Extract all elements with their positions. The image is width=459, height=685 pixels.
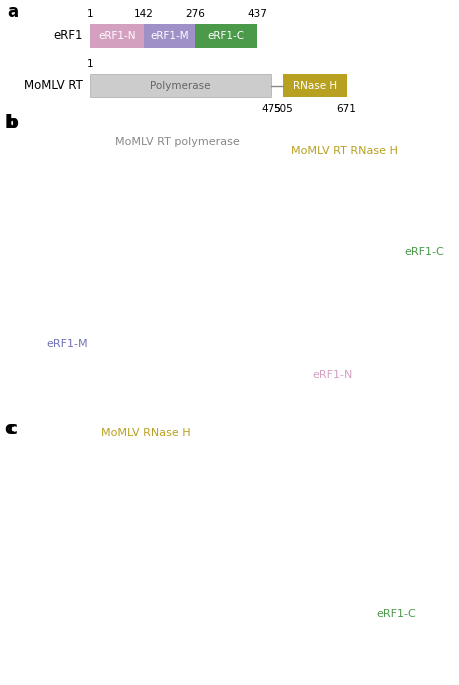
Text: eRF1-M: eRF1-M (150, 31, 189, 40)
Text: 276: 276 (185, 10, 205, 19)
Text: c: c (7, 420, 17, 438)
Text: eRF1: eRF1 (53, 29, 83, 42)
Text: 671: 671 (336, 104, 357, 114)
Text: eRF1-C: eRF1-C (404, 247, 444, 257)
Text: c: c (5, 420, 15, 438)
FancyBboxPatch shape (195, 24, 257, 48)
Text: eRF1-N: eRF1-N (98, 31, 136, 40)
Text: MoMLV RT polymerase: MoMLV RT polymerase (115, 137, 240, 147)
Text: a: a (7, 3, 18, 21)
Text: 142: 142 (134, 10, 154, 19)
Text: MoMLV RT RNase H: MoMLV RT RNase H (291, 146, 397, 156)
Text: 505: 505 (273, 104, 293, 114)
Text: RNase H: RNase H (293, 81, 337, 90)
Text: 437: 437 (247, 10, 267, 19)
Text: b: b (7, 114, 19, 132)
Text: eRF1-C: eRF1-C (207, 31, 245, 40)
Text: 1: 1 (87, 10, 93, 19)
Text: eRF1-N: eRF1-N (312, 370, 353, 379)
FancyBboxPatch shape (144, 24, 195, 48)
Text: 1: 1 (87, 60, 93, 69)
Text: b: b (5, 114, 17, 132)
Text: Polymerase: Polymerase (151, 81, 211, 90)
Text: MoMLV RT: MoMLV RT (24, 79, 83, 92)
Text: eRF1-C: eRF1-C (376, 610, 416, 619)
Text: 475: 475 (262, 104, 281, 114)
Text: eRF1-M: eRF1-M (46, 339, 88, 349)
Text: MoMLV RNase H: MoMLV RNase H (101, 428, 190, 438)
FancyBboxPatch shape (90, 24, 144, 48)
FancyBboxPatch shape (283, 73, 347, 97)
FancyBboxPatch shape (90, 73, 271, 97)
